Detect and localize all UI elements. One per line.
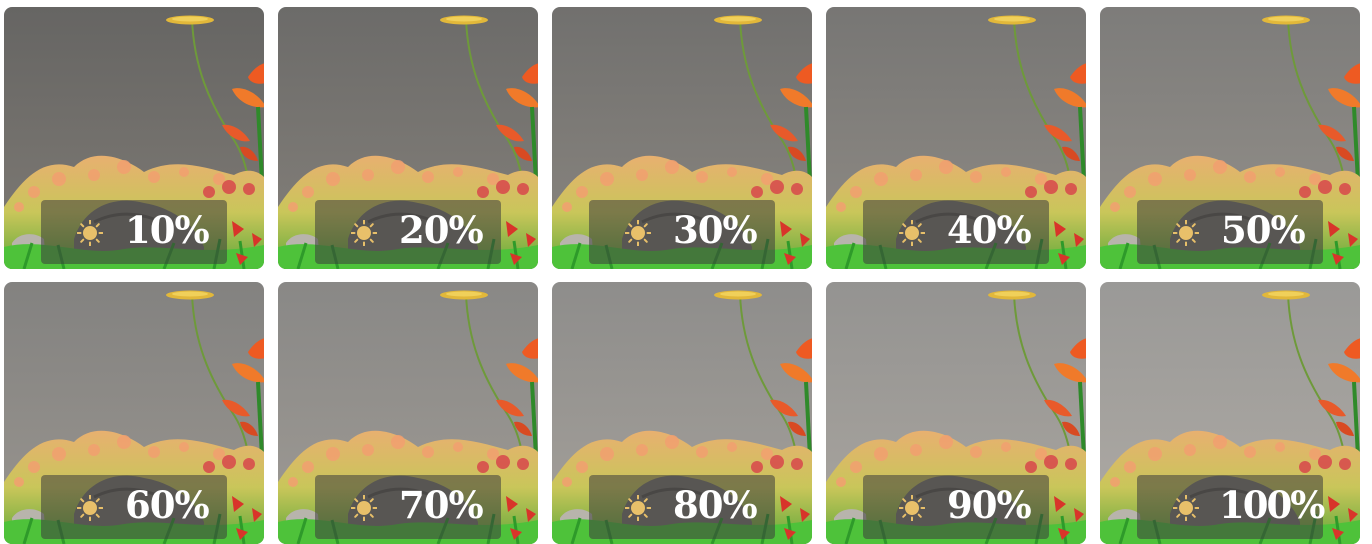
brightness-badge: 60% xyxy=(41,475,227,539)
brightness-label: 30% xyxy=(673,208,758,252)
brightness-badge: 90% xyxy=(863,475,1049,539)
brightness-tile[interactable]: 40% xyxy=(826,7,1086,269)
brightness-badge: 100% xyxy=(1137,475,1325,539)
brightness-label: 10% xyxy=(125,208,210,252)
brightness-tile[interactable]: 70% xyxy=(278,282,538,544)
brightness-badge: 80% xyxy=(589,475,775,539)
brightness-tile[interactable]: 80% xyxy=(552,282,812,544)
brightness-tile[interactable]: 30% xyxy=(552,7,812,269)
brightness-label: 50% xyxy=(1221,208,1306,252)
brightness-label: 40% xyxy=(947,208,1032,252)
brightness-tile[interactable]: 50% xyxy=(1100,7,1360,269)
sun-icon xyxy=(625,495,651,521)
sun-icon xyxy=(625,220,651,246)
brightness-label: 100% xyxy=(1219,483,1325,527)
brightness-label: 60% xyxy=(125,483,210,527)
sun-icon xyxy=(351,495,377,521)
brightness-tile[interactable]: 60% xyxy=(4,282,264,544)
sun-icon xyxy=(77,220,103,246)
sun-icon xyxy=(1173,495,1199,521)
brightness-label: 90% xyxy=(947,483,1032,527)
brightness-tile[interactable]: 100% xyxy=(1100,282,1360,544)
sun-icon xyxy=(899,220,925,246)
brightness-label: 70% xyxy=(399,483,484,527)
brightness-badge: 20% xyxy=(315,200,501,264)
brightness-badge: 50% xyxy=(1137,200,1323,264)
brightness-tile[interactable]: 90% xyxy=(826,282,1086,544)
brightness-label: 20% xyxy=(399,208,484,252)
brightness-tile[interactable]: 10% xyxy=(4,7,264,269)
brightness-badge: 40% xyxy=(863,200,1049,264)
sun-icon xyxy=(899,495,925,521)
brightness-badge: 70% xyxy=(315,475,501,539)
brightness-badge: 10% xyxy=(41,200,227,264)
sun-icon xyxy=(77,495,103,521)
brightness-badge: 30% xyxy=(589,200,775,264)
brightness-tile[interactable]: 20% xyxy=(278,7,538,269)
brightness-label: 80% xyxy=(673,483,758,527)
sun-icon xyxy=(1173,220,1199,246)
sun-icon xyxy=(351,220,377,246)
